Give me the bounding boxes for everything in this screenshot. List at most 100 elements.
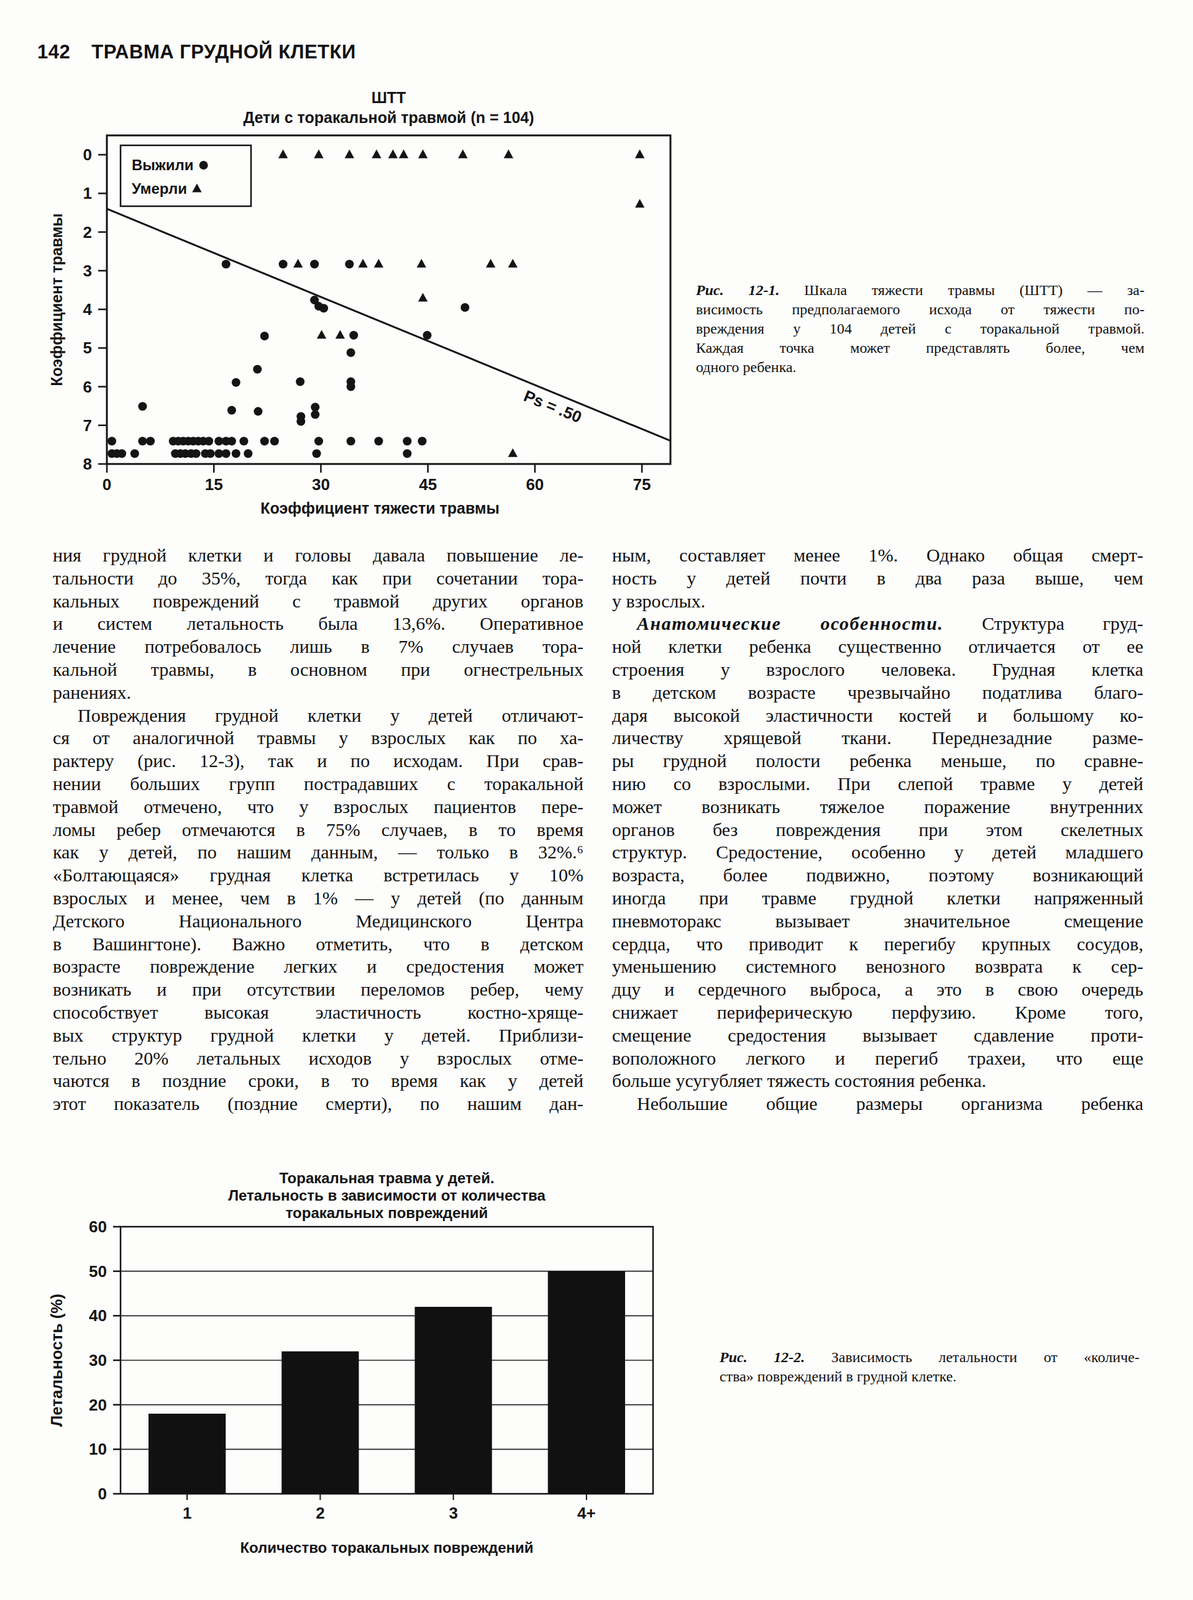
data-point — [485, 259, 496, 268]
text-line: травмой отмечено, что у взрослых пациент… — [52, 795, 584, 819]
line-text: вых структур грудной клетки у детей. При… — [52, 1025, 584, 1046]
x-tick — [585, 1494, 588, 1501]
data-point — [319, 303, 329, 313]
data-point — [252, 365, 262, 375]
x-tick-label: 1 — [182, 1504, 192, 1523]
y-tick — [98, 154, 107, 156]
text-line: иногда при травме грудной клетки напряже… — [612, 887, 1144, 911]
line-text: травмой отмечено, что у взрослых пациент… — [52, 796, 584, 818]
reference-line — [106, 208, 671, 441]
y-axis-label: Коэффициент травмы — [47, 213, 66, 386]
data-point — [146, 436, 155, 446]
y-tick-label: 40 — [88, 1306, 107, 1326]
line-text: у взрослых. — [612, 590, 706, 612]
x-tick-label: 0 — [102, 475, 112, 494]
line-text: «Болтающаяся» грудная клетка встретилась… — [52, 864, 584, 886]
data-point — [293, 259, 303, 268]
x-tick — [319, 1494, 321, 1501]
line-text: в Вашингтоне). Важно отметить, что в дет… — [52, 933, 584, 955]
line-text: Повреждения грудной клетки у детей отлич… — [77, 705, 584, 726]
caption-line: Рис. 12-1. Шкала тяжести травмы (ШТТ) — … — [695, 280, 1145, 301]
text-line: возникать и при отсутствии переломов реб… — [52, 978, 584, 1002]
data-point — [503, 149, 514, 159]
line-text: воположного легкого и перегиб трахеи, чт… — [612, 1048, 1144, 1069]
y-tick — [98, 347, 107, 350]
data-point — [296, 417, 306, 427]
text-line: тальности до 35%, тогда как при сочетани… — [52, 567, 584, 591]
text-line: рактеру (рис. 12-3), так и по исходам. П… — [52, 749, 584, 773]
y-tick — [113, 1360, 121, 1363]
text-line: в Вашингтоне). Важно отметить, что в дет… — [52, 933, 584, 957]
line-text: ломы ребер отмечаются в 75% случаев, в т… — [52, 819, 584, 841]
x-tick — [534, 464, 537, 473]
line-text: ся от аналогичной травмы у взрослых как … — [52, 727, 584, 749]
running-title: ТРАВМА ГРУДНОЙ КЛЕТКИ — [91, 41, 357, 63]
data-point — [398, 149, 409, 159]
bar-chart: Торакальная травма у детей.Летальность в… — [47, 1170, 654, 1557]
bar — [414, 1307, 492, 1495]
paragraph: Небольшие общие размеры организма ребенк… — [612, 1092, 1144, 1116]
y-tick — [98, 385, 107, 388]
data-point — [221, 449, 231, 458]
y-tick-label: 6 — [83, 377, 92, 397]
lead-in: Анатомические особенности. — [636, 613, 944, 634]
text-line: Анатомические особенности. Структура гру… — [612, 612, 1144, 636]
scatter-chart: ШТТДети с торакальной травмой (n = 104)0… — [47, 88, 671, 517]
y-tick — [98, 308, 107, 311]
chart-title: Торакальная травма у детей. — [278, 1170, 494, 1187]
text-line: как у детей, по нашим данным, — только в… — [52, 841, 584, 865]
text-line: может возникать тяжелое поражение внутре… — [612, 795, 1144, 819]
caption-line: вреждения у 104 детей с торакальной трав… — [695, 319, 1145, 339]
text-line: ной клетки ребенка существенно отличаетс… — [612, 635, 1144, 659]
line-text: Структура груд- — [981, 613, 1144, 634]
line-text: тельно 20% летальных исходов у взрослых … — [52, 1048, 584, 1069]
plot-frame — [120, 1227, 654, 1495]
text-line: ломы ребер отмечаются в 75% случаев, в т… — [52, 818, 584, 842]
text-line: нию со взрослыми. При слепой травме у де… — [612, 772, 1144, 796]
caption-text: Шкала тяжести травмы (ШТТ) — за- — [804, 282, 1145, 299]
line-text: ным, составляет менее 1%. Однако общая с… — [612, 544, 1144, 566]
data-point — [457, 149, 468, 159]
y-tick-label: 0 — [98, 1485, 107, 1504]
text-column: ния грудной клетки и головы давала повыш… — [52, 544, 584, 1116]
text-line: кальных повреждений с травмой других орг… — [52, 590, 584, 614]
data-point — [417, 436, 427, 446]
line-text: смещение средостения вызывает сдавление … — [612, 1025, 1144, 1046]
text-line: больше усугубляет тяжесть состояния ребе… — [612, 1069, 1144, 1093]
page-number: 142 — [37, 41, 71, 63]
data-point — [402, 436, 412, 446]
line-text: как у детей, по нашим данным, — только в… — [52, 841, 584, 863]
data-point — [239, 436, 248, 446]
line-text: уменьшению системного венозного возврата… — [612, 956, 1144, 977]
data-point — [344, 149, 355, 159]
y-tick-label: 5 — [83, 338, 92, 358]
data-point — [204, 436, 214, 446]
data-point — [130, 449, 140, 458]
x-tick-label: 2 — [315, 1504, 325, 1523]
y-tick — [98, 192, 107, 195]
line-text: ность у детей почти в два раза выше, чем — [612, 567, 1144, 589]
caption-line: Рис. 12-2. Зависимость летальности от «к… — [719, 1348, 1140, 1368]
text-line: тельно 20% летальных исходов у взрослых … — [52, 1047, 584, 1071]
caption-line: одного ребенка. — [695, 357, 1145, 378]
data-point — [349, 331, 358, 340]
legend-box — [120, 145, 252, 207]
data-point — [295, 377, 305, 386]
line-text: снижает периферическую перфузию. Кроме т… — [612, 1002, 1144, 1023]
y-tick-label: 0 — [83, 145, 92, 165]
data-point — [316, 329, 327, 339]
data-point — [314, 436, 324, 446]
data-point — [278, 149, 288, 159]
text-line: ния грудной клетки и головы давала повыш… — [52, 544, 584, 568]
line-text: сердца, что приводит к перегибу крупных … — [612, 933, 1144, 955]
text-line: воположного легкого и перегиб трахеи, чт… — [612, 1047, 1144, 1071]
data-point — [137, 436, 147, 446]
paragraph: ния грудной клетки и головы давала повыш… — [52, 544, 584, 705]
text-line: даря высокой эластичности костей и больш… — [612, 704, 1144, 728]
data-point — [310, 410, 320, 419]
paragraph: ным, составляет менее 1%. Однако общая с… — [612, 544, 1144, 613]
line-text: нении больших групп пострадавших с торак… — [52, 773, 584, 795]
text-line: смещение средостения вызывает сдавление … — [612, 1024, 1144, 1048]
text-line: кальной травмы, в основном при огнестрел… — [52, 658, 584, 682]
text-line: снижает периферическую перфузию. Кроме т… — [612, 1001, 1144, 1025]
